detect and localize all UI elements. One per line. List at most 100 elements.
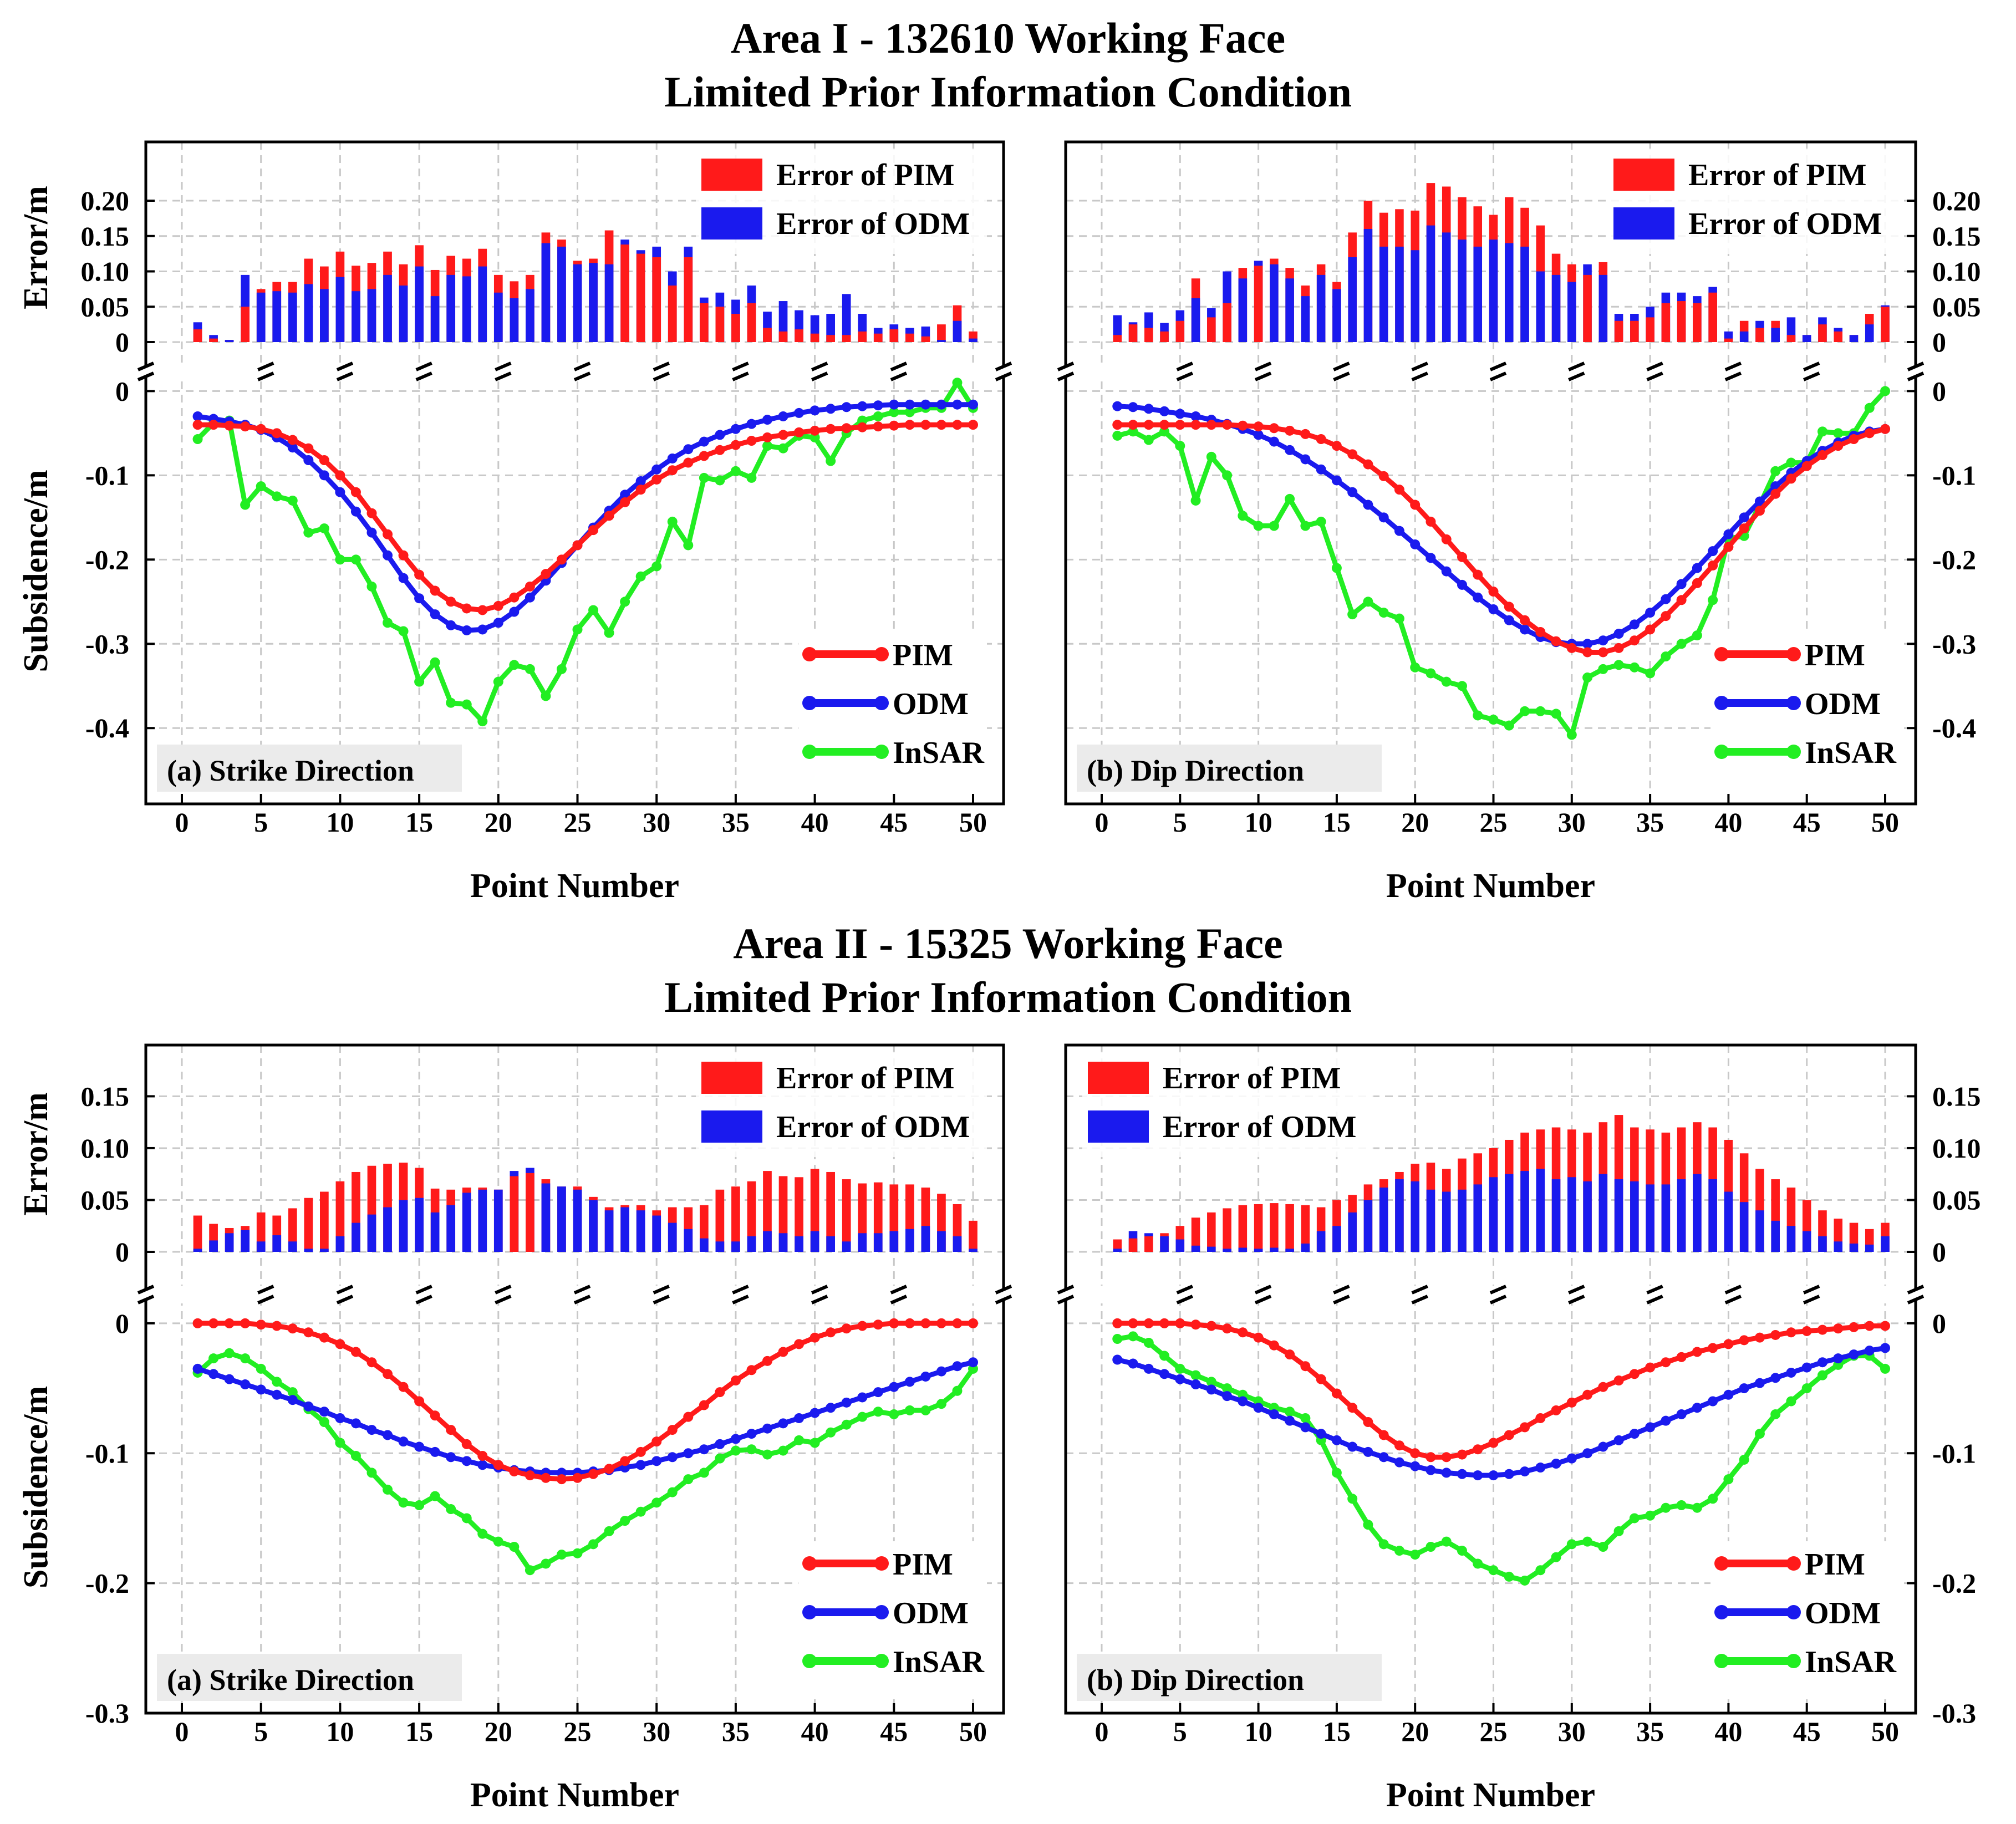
legend-label-insar: InSAR — [893, 736, 985, 770]
bar-error-odm — [969, 1249, 978, 1252]
bar-error-pim — [209, 338, 218, 342]
point-pim — [1347, 449, 1358, 460]
point-odm — [667, 453, 678, 463]
legend-label-error: Error of PIM — [1163, 1061, 1341, 1096]
point-odm — [857, 401, 868, 411]
error-tick-label: 0 — [115, 1236, 129, 1267]
subs-tick-label: -0.1 — [85, 1438, 129, 1469]
point-pim — [699, 451, 709, 461]
point-insar — [1504, 1571, 1514, 1582]
point-odm — [335, 1413, 345, 1423]
bar-error-odm — [1395, 1179, 1404, 1252]
point-odm — [461, 625, 472, 635]
legend-label-odm: ODM — [1805, 1596, 1881, 1631]
point-pim — [319, 1332, 329, 1343]
bar-error-odm — [873, 1233, 883, 1252]
axis-break-marker — [811, 361, 828, 371]
axis-break-marker — [811, 1295, 828, 1305]
bar-error-odm — [272, 1235, 282, 1252]
point-odm — [446, 620, 456, 630]
axis-break-marker — [137, 371, 155, 381]
point-odm — [1190, 411, 1201, 421]
point-odm — [920, 399, 931, 410]
point-insar — [383, 618, 393, 628]
bar-error-pim — [1144, 328, 1153, 342]
bar-error-odm — [826, 1236, 835, 1252]
point-pim — [683, 1412, 694, 1422]
subs-tick-label: 0 — [1932, 375, 1946, 406]
point-pim — [651, 474, 662, 485]
point-odm — [1535, 1463, 1546, 1473]
point-insar — [1222, 1383, 1233, 1394]
x-tick-label: 40 — [801, 807, 829, 838]
point-pim — [715, 1387, 725, 1398]
line-pim — [1117, 422, 1886, 655]
x-axis-label: Point Number — [1386, 867, 1595, 905]
point-insar — [778, 443, 788, 454]
point-pim — [1661, 611, 1671, 621]
point-odm — [635, 1460, 646, 1470]
point-insar — [446, 697, 456, 708]
point-odm — [1426, 553, 1436, 563]
bar-error-odm — [1693, 1174, 1702, 1252]
bar-error-odm — [1677, 1179, 1686, 1252]
point-insar — [1488, 715, 1499, 725]
point-odm — [762, 1423, 772, 1434]
point-insar — [952, 1385, 963, 1396]
point-insar — [1676, 1500, 1687, 1510]
bar-error-odm — [557, 246, 566, 342]
legend-marker — [802, 696, 817, 710]
bar-error-pim — [747, 1181, 756, 1252]
point-insar — [1661, 1502, 1671, 1513]
point-insar — [683, 1474, 694, 1485]
legend-marker — [1714, 647, 1729, 661]
point-insar — [699, 472, 709, 483]
point-insar — [1394, 613, 1404, 624]
error-tick-label: 0.05 — [1932, 1184, 1981, 1215]
point-pim — [1535, 627, 1546, 637]
point-pim — [1175, 420, 1185, 430]
bar-error-odm — [320, 1249, 329, 1252]
point-insar — [541, 691, 551, 701]
axis-break-marker — [495, 371, 512, 381]
point-insar — [1316, 516, 1326, 527]
point-pim — [541, 1473, 551, 1483]
panel-label-box — [157, 745, 462, 792]
bar-error-pim — [1786, 335, 1796, 342]
point-pim — [1833, 441, 1844, 451]
point-odm — [746, 419, 757, 429]
point-odm — [509, 607, 520, 617]
point-pim — [857, 422, 868, 432]
panel-label: (a) Strike Direction — [167, 754, 414, 787]
point-pim — [1723, 1339, 1734, 1349]
x-tick-label: 0 — [175, 807, 189, 838]
point-insar — [256, 1363, 266, 1374]
bar-error-odm — [1379, 246, 1388, 342]
point-odm — [1629, 1429, 1640, 1439]
bar-error-odm — [905, 1229, 914, 1252]
axis-break-marker — [336, 371, 354, 381]
point-pim — [366, 1357, 377, 1368]
point-pim — [794, 1339, 805, 1349]
point-pim — [1269, 1340, 1279, 1351]
point-insar — [778, 1445, 788, 1456]
bar-error-pim — [1583, 274, 1592, 342]
point-insar — [1817, 426, 1827, 437]
point-pim — [414, 569, 425, 580]
point-pim — [873, 421, 883, 432]
point-odm — [889, 399, 899, 410]
bar-error-odm — [699, 1238, 709, 1252]
bar-error-pim — [699, 303, 709, 342]
point-pim — [1708, 560, 1718, 570]
bar-error-odm — [921, 1226, 930, 1252]
bar-error-pim — [1175, 320, 1185, 342]
point-odm — [1504, 615, 1514, 625]
point-odm — [192, 1363, 203, 1374]
point-odm — [810, 405, 820, 416]
bar-error-odm — [1223, 1249, 1231, 1252]
bar-error-odm — [352, 1222, 360, 1252]
point-pim — [461, 603, 472, 614]
axis-break-marker — [1411, 361, 1428, 371]
point-odm — [936, 1366, 946, 1377]
bar-error-pim — [1301, 1205, 1310, 1252]
